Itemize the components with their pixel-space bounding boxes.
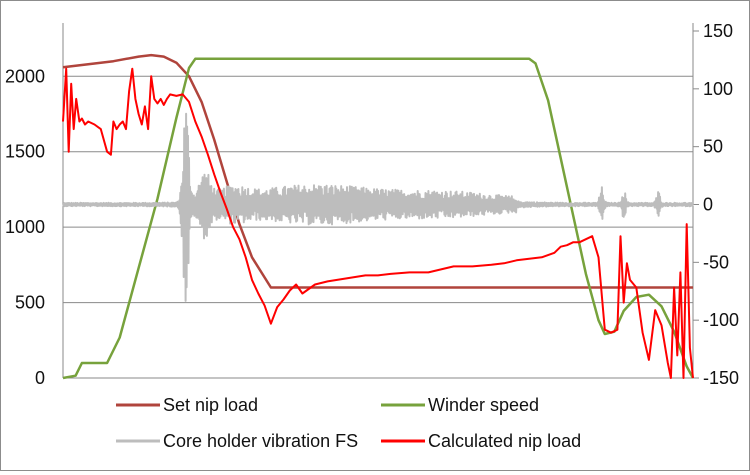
y-right-tick-label: 150 (703, 21, 733, 41)
y-right-tick-label: 50 (703, 137, 723, 157)
series-line-set-nip-load (62, 53, 693, 289)
y-right-tick-label: -150 (703, 368, 739, 388)
series-line-calculated-nip-load (62, 67, 694, 379)
y-right-tick-label: -50 (703, 252, 729, 272)
legend-label: Winder speed (428, 395, 539, 415)
legend: Set nip load Winder speed Core holder vibr… (116, 395, 581, 451)
legend-label: Calculated nip load (428, 431, 581, 451)
y-left-tick-label: 500 (15, 293, 45, 313)
y-left-tick-label: 1000 (5, 217, 45, 237)
legend-label: Core holder vibration FS (163, 431, 358, 451)
legend-label: Set nip load (163, 395, 258, 415)
y-left-tick-label: 0 (35, 368, 45, 388)
axes (62, 23, 699, 379)
tick-labels: 0 500 1000 1500 2000 -150 -100 -50 0 50 100 150 (5, 21, 739, 388)
series-layer (62, 53, 695, 380)
series-line-winder-speed (62, 57, 695, 380)
y-right-tick-label: 100 (703, 79, 733, 99)
series-line-core-holder-vibration-fs (62, 112, 694, 302)
y-right-tick-label: -100 (703, 310, 739, 330)
y-right-tick-label: 0 (703, 195, 713, 215)
y-left-tick-label: 2000 (5, 66, 45, 86)
y-left-tick-label: 1500 (5, 142, 45, 162)
